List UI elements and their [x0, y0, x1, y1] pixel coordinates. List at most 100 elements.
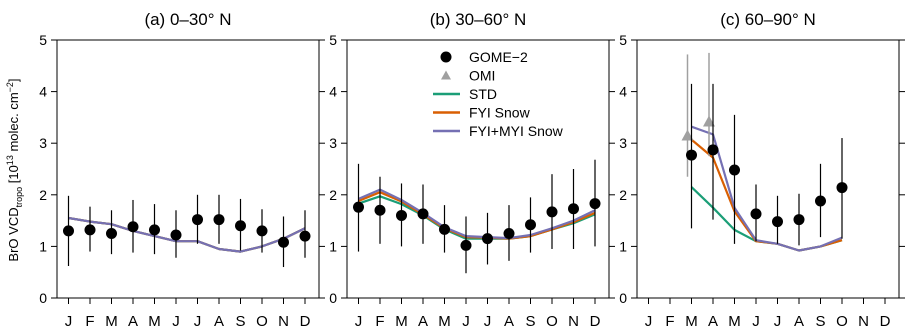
x-tick-label: S [235, 313, 245, 330]
legend-label: FYI+MYI Snow [469, 123, 564, 139]
y-axis-label-main: BrO VCD [6, 207, 21, 261]
gome2-point [278, 236, 289, 248]
gome2-point [568, 203, 579, 215]
legend-label: FYI Snow [469, 105, 531, 121]
gome2-point [482, 233, 493, 245]
gome2-point [750, 208, 762, 220]
x-tick-label: M [438, 313, 451, 330]
y-tick-label: 3 [329, 135, 337, 151]
y-tick-label: 2 [39, 187, 47, 203]
y-axis-label: BrO VCDtropo [1013 molec. cm−2] [5, 78, 24, 261]
y-axis-label-unit2: molec. cm [6, 92, 21, 155]
series-line-fyi-snow [358, 191, 596, 240]
panel-title: (a) 0–30° N [144, 10, 231, 29]
x-tick-label: D [300, 313, 311, 330]
y-axis-label-exp2: −2 [5, 82, 15, 92]
gome2-point [149, 224, 160, 236]
y-tick-label: 0 [39, 290, 47, 306]
legend-symbol-omi [441, 70, 451, 80]
x-tick-label: J [355, 313, 363, 330]
x-tick-label: D [880, 313, 891, 330]
gome2-point [256, 225, 268, 237]
y-tick-label: 1 [39, 238, 47, 254]
gome2-point [84, 224, 96, 236]
legend-label: OMI [469, 68, 495, 84]
y-tick-label: 5 [329, 32, 337, 48]
gome2-point [836, 182, 848, 194]
series-line-std [358, 195, 596, 240]
gome2-point [170, 229, 182, 241]
omi-point [703, 115, 715, 127]
omi-point [681, 129, 694, 141]
y-tick-label: 4 [39, 84, 47, 100]
y-tick-label: 2 [329, 187, 337, 203]
x-tick-label: D [590, 313, 601, 330]
y-axis-label-exp: 13 [5, 155, 15, 165]
panel-title: (b) 30–60° N [430, 10, 527, 29]
x-tick-label: F [85, 313, 94, 330]
x-tick-label: J [65, 313, 73, 330]
gome2-point [299, 230, 311, 242]
x-tick-label: O [836, 313, 848, 330]
y-axis-label-unit: [10 [6, 165, 21, 187]
gome2-point [793, 214, 805, 226]
x-tick-label: A [128, 313, 138, 330]
panel-title: (c) 60–90° N [720, 10, 816, 29]
x-tick-label: M [685, 313, 698, 330]
legend-label: STD [469, 86, 497, 102]
plot-frame [346, 39, 610, 299]
y-tick-label: 2 [619, 187, 627, 203]
gome2-point [772, 216, 783, 228]
x-tick-label: F [375, 313, 384, 330]
x-tick-label: M [105, 313, 118, 330]
gome2-point [235, 220, 246, 232]
x-tick-label: J [645, 313, 653, 330]
gome2-point [525, 219, 536, 231]
x-tick-label: A [418, 313, 428, 330]
gome2-point [353, 201, 364, 213]
x-tick-label: A [214, 313, 224, 330]
legend-symbol-gome2 [440, 51, 452, 63]
y-tick-label: 0 [619, 290, 627, 306]
x-tick-label: A [504, 313, 514, 330]
gome2-point [460, 239, 472, 251]
series-line-fyi-myi-snow [358, 188, 596, 240]
y-tick-label: 5 [39, 32, 47, 48]
plot-frame [636, 39, 900, 299]
gome2-point [503, 228, 515, 239]
y-tick-label: 3 [619, 135, 627, 151]
y-tick-label: 0 [329, 290, 337, 306]
gome2-point [439, 223, 450, 235]
x-tick-label: J [752, 313, 760, 330]
x-tick-label: O [546, 313, 558, 330]
x-tick-label: A [794, 313, 804, 330]
y-axis-label-sub: tropo [14, 187, 24, 208]
plot-frame [56, 39, 320, 299]
x-tick-label: S [525, 313, 535, 330]
x-tick-label: M [395, 313, 408, 330]
gome2-point [396, 209, 407, 221]
x-tick-label: M [728, 313, 741, 330]
series-line-fyi-snow [690, 138, 843, 252]
gome2-point [192, 214, 203, 226]
legend: GOME−2 OMI STD FYI Snow FYI+MYI Snow [433, 49, 564, 139]
y-tick-label: 1 [619, 238, 627, 254]
y-axis-label-close: ] [6, 78, 21, 82]
x-tick-label: N [278, 313, 289, 330]
gome2-point [815, 195, 826, 207]
legend-label: GOME−2 [469, 49, 528, 65]
gome2-point [374, 204, 386, 216]
x-tick-label: F [665, 313, 674, 330]
y-tick-label: 4 [329, 84, 337, 100]
x-tick-label: N [568, 313, 579, 330]
y-tick-label: 1 [329, 238, 337, 254]
x-tick-label: J [194, 313, 202, 330]
x-tick-label: N [858, 313, 869, 330]
gome2-point [127, 221, 139, 233]
gome2-point [729, 164, 740, 176]
gome2-point [686, 149, 697, 161]
x-tick-label: A [708, 313, 718, 330]
